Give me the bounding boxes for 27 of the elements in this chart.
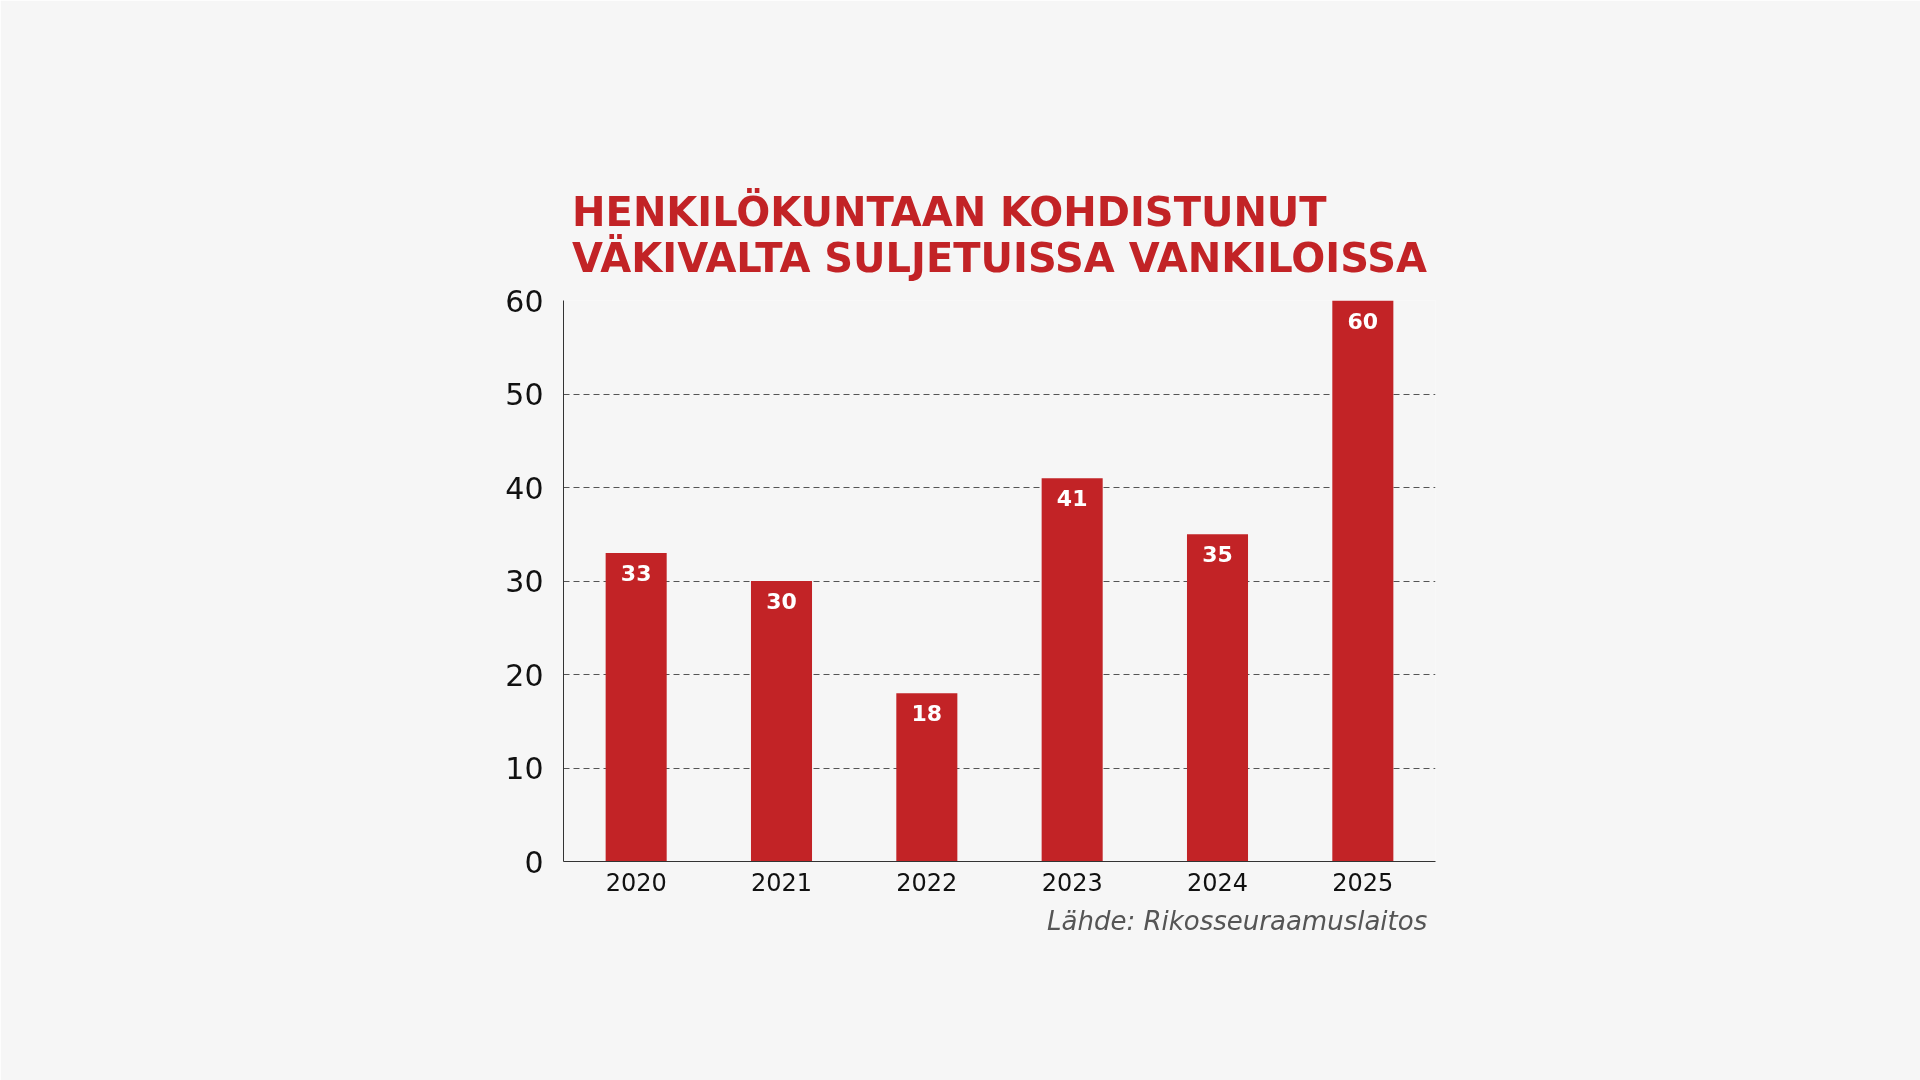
- x-tick-label: 2024: [1186, 868, 1249, 897]
- data-label: 33: [620, 560, 652, 586]
- y-tick-label: 20: [505, 657, 544, 693]
- data-label: 30: [766, 589, 797, 614]
- y-tick-label: 60: [505, 283, 544, 319]
- y-tick-label: 50: [505, 377, 544, 412]
- chart-title: HENKILÖKUNTAAN KOHDISTUNUT VÄKIVALTA SULJETUISSA VANKILOISSA: [572, 187, 1427, 281]
- data-label: 60: [1347, 308, 1379, 334]
- x-tick-label: 2020: [605, 868, 667, 897]
- y-tick-label: 30: [505, 564, 544, 599]
- data-label: 35: [1202, 542, 1233, 568]
- x-tick-label: 2023: [1041, 868, 1103, 897]
- x-tick-label: 2021: [750, 868, 813, 897]
- bar: [1332, 300, 1394, 862]
- y-tick-label: 40: [505, 470, 544, 506]
- data-label: 18: [911, 701, 943, 727]
- x-tick-label: 2025: [1332, 868, 1394, 897]
- bar: [750, 581, 813, 862]
- bar: [605, 552, 667, 862]
- bar: [896, 693, 958, 862]
- bar: [1041, 478, 1103, 862]
- data-label: 41: [1056, 486, 1088, 512]
- y-tick-label: 0: [524, 844, 544, 880]
- x-tick-label: 2022: [896, 868, 958, 897]
- text: Lähde: Rikosseuraamuslaitos: [1047, 905, 1428, 936]
- bar: [1186, 534, 1249, 862]
- y-tick-label: 10: [505, 751, 544, 786]
